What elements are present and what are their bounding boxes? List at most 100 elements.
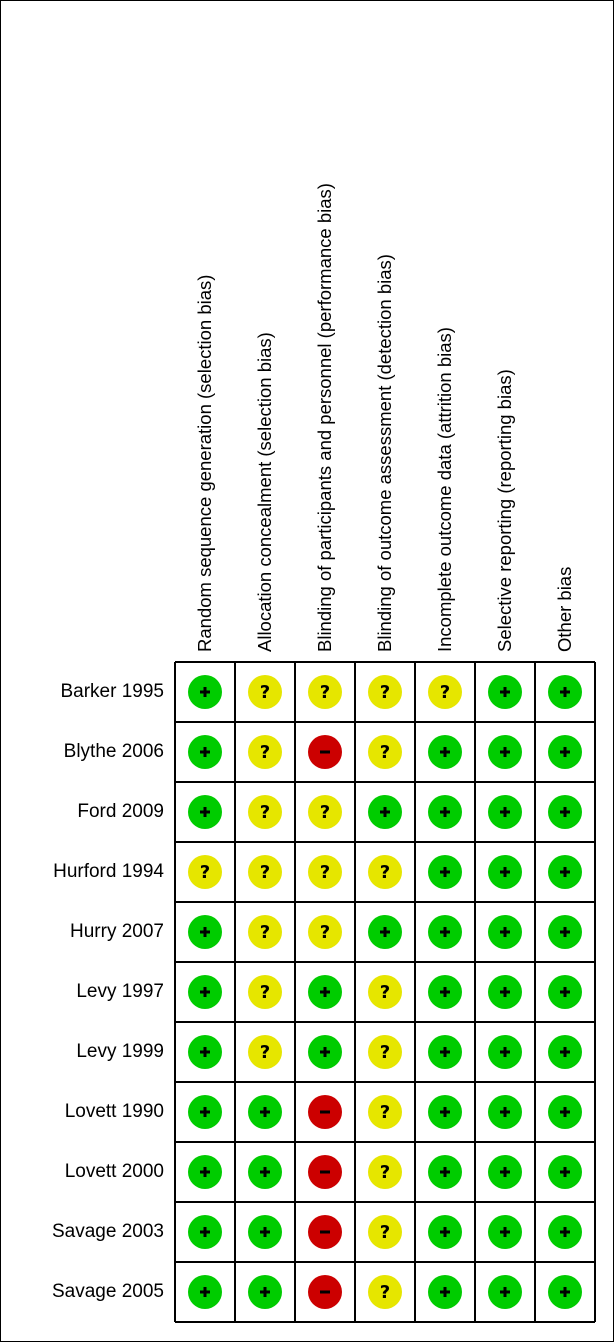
judgement-unclear-icon: ?	[368, 975, 402, 1009]
svg-text:?: ?	[380, 1282, 390, 1303]
judgement-unclear-icon: ?	[248, 975, 282, 1009]
svg-text:?: ?	[440, 682, 450, 703]
svg-text:?: ?	[380, 1222, 390, 1243]
judgement-low-icon	[428, 735, 462, 769]
judgement-low-icon	[368, 915, 402, 949]
study-label: Blythe 2006	[63, 741, 164, 762]
judgement-low-icon	[188, 675, 222, 709]
judgement-low-icon	[488, 1215, 522, 1249]
judgement-low-icon	[548, 1155, 582, 1189]
judgement-unclear-icon: ?	[368, 735, 402, 769]
svg-text:?: ?	[260, 862, 270, 883]
study-label: Hurry 2007	[70, 921, 164, 942]
judgement-low-icon	[548, 795, 582, 829]
judgement-unclear-icon: ?	[248, 735, 282, 769]
judgement-low-icon	[488, 915, 522, 949]
judgement-high-icon	[308, 1095, 342, 1129]
svg-text:?: ?	[380, 862, 390, 883]
judgement-unclear-icon: ?	[188, 855, 222, 889]
judgement-low-icon	[488, 735, 522, 769]
judgement-low-icon	[488, 1155, 522, 1189]
judgement-unclear-icon: ?	[428, 675, 462, 709]
judgement-low-icon	[548, 1275, 582, 1309]
svg-text:?: ?	[260, 982, 270, 1003]
judgement-low-icon	[548, 1215, 582, 1249]
judgement-unclear-icon: ?	[368, 675, 402, 709]
svg-text:?: ?	[380, 1162, 390, 1183]
study-label: Savage 2003	[52, 1221, 164, 1242]
judgement-low-icon	[248, 1095, 282, 1129]
study-label: Hurford 1994	[53, 861, 164, 882]
svg-text:?: ?	[380, 742, 390, 763]
judgement-high-icon	[308, 1155, 342, 1189]
svg-text:?: ?	[320, 682, 330, 703]
svg-text:?: ?	[380, 982, 390, 1003]
judgement-low-icon	[188, 1035, 222, 1069]
svg-text:?: ?	[260, 922, 270, 943]
study-label: Lovett 1990	[64, 1101, 164, 1122]
svg-text:?: ?	[260, 802, 270, 823]
judgement-low-icon	[428, 915, 462, 949]
judgement-low-icon	[428, 855, 462, 889]
judgement-low-icon	[488, 675, 522, 709]
judgement-low-icon	[428, 1215, 462, 1249]
judgement-unclear-icon: ?	[368, 1275, 402, 1309]
study-label: Lovett 2000	[64, 1161, 164, 1182]
judgement-unclear-icon: ?	[368, 1215, 402, 1249]
judgement-low-icon	[548, 975, 582, 1009]
study-label: Levy 1999	[76, 1041, 164, 1062]
svg-text:?: ?	[320, 862, 330, 883]
judgement-low-icon	[188, 735, 222, 769]
svg-text:?: ?	[380, 1102, 390, 1123]
judgement-unclear-icon: ?	[248, 915, 282, 949]
judgement-unclear-icon: ?	[308, 675, 342, 709]
judgement-low-icon	[188, 795, 222, 829]
judgement-unclear-icon: ?	[368, 1035, 402, 1069]
judgement-low-icon	[308, 1035, 342, 1069]
svg-text:?: ?	[260, 1042, 270, 1063]
svg-text:?: ?	[380, 682, 390, 703]
svg-text:?: ?	[320, 802, 330, 823]
judgement-low-icon	[188, 1155, 222, 1189]
judgement-low-icon	[428, 1035, 462, 1069]
judgement-low-icon	[188, 1215, 222, 1249]
judgement-low-icon	[188, 1095, 222, 1129]
judgement-low-icon	[488, 1035, 522, 1069]
judgement-low-icon	[488, 975, 522, 1009]
study-label: Barker 1995	[60, 681, 164, 702]
judgement-low-icon	[428, 1275, 462, 1309]
study-label: Savage 2005	[52, 1281, 164, 1302]
judgement-unclear-icon: ?	[248, 1035, 282, 1069]
svg-text:?: ?	[260, 682, 270, 703]
judgement-low-icon	[248, 1275, 282, 1309]
judgement-low-icon	[488, 855, 522, 889]
judgement-low-icon	[428, 795, 462, 829]
judgement-unclear-icon: ?	[368, 855, 402, 889]
judgement-unclear-icon: ?	[308, 795, 342, 829]
judgement-low-icon	[188, 975, 222, 1009]
svg-text:?: ?	[320, 922, 330, 943]
judgement-low-icon	[248, 1155, 282, 1189]
svg-text:?: ?	[260, 742, 270, 763]
svg-text:?: ?	[380, 1042, 390, 1063]
judgement-low-icon	[308, 975, 342, 1009]
judgement-low-icon	[188, 1275, 222, 1309]
judgement-low-icon	[428, 1095, 462, 1129]
svg-text:?: ?	[200, 862, 210, 883]
judgement-unclear-icon: ?	[368, 1095, 402, 1129]
judgement-low-icon	[548, 675, 582, 709]
judgement-low-icon	[548, 735, 582, 769]
judgement-low-icon	[428, 1155, 462, 1189]
judgement-low-icon	[548, 1095, 582, 1129]
judgement-unclear-icon: ?	[248, 675, 282, 709]
judgement-low-icon	[548, 915, 582, 949]
judgement-low-icon	[488, 1275, 522, 1309]
judgement-high-icon	[308, 1275, 342, 1309]
judgement-unclear-icon: ?	[248, 795, 282, 829]
judgement-low-icon	[548, 855, 582, 889]
study-label: Levy 1997	[76, 981, 164, 1002]
judgement-low-icon	[188, 915, 222, 949]
judgement-high-icon	[308, 735, 342, 769]
